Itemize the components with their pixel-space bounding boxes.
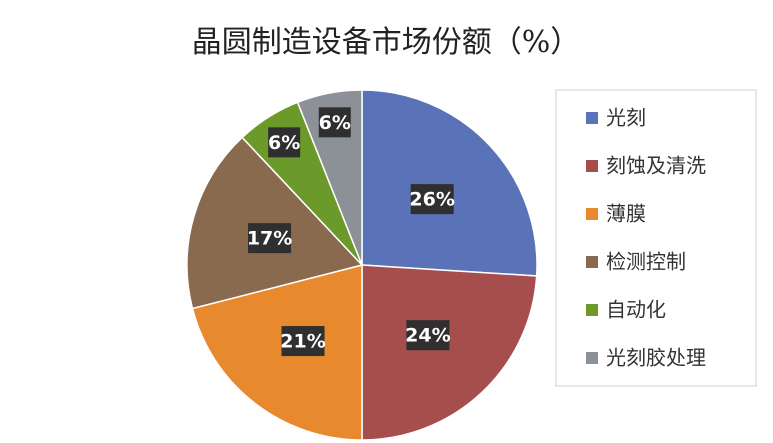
pie-slice [186, 136, 364, 310]
pie-slice [361, 264, 538, 441]
data-label: 6% [319, 112, 351, 134]
pie-slice [361, 89, 538, 277]
data-label: 24% [405, 325, 450, 347]
data-label: 26% [409, 189, 454, 211]
legend-label: 刻蚀及清洗 [606, 154, 706, 178]
legend-swatch [586, 160, 598, 172]
data-label: 6% [268, 132, 300, 154]
legend-label: 光刻 [606, 106, 646, 130]
legend-swatch [586, 112, 598, 124]
data-label: 17% [247, 228, 292, 250]
data-label-bg [281, 326, 325, 357]
legend-label: 薄膜 [606, 202, 646, 226]
data-label-bg [318, 107, 351, 138]
data-label: 21% [280, 331, 325, 353]
legend-label: 光刻胶处理 [606, 346, 706, 370]
chart-title: 晶圆制造设备市场份额（%） [192, 25, 581, 60]
pie-slice [191, 264, 363, 441]
legend-box [555, 89, 757, 387]
data-label-bg [410, 184, 454, 215]
legend-swatch [586, 352, 598, 364]
legend-swatch [586, 304, 598, 316]
legend-label: 检测控制 [606, 250, 686, 274]
legend-label: 自动化 [606, 298, 666, 322]
legend-swatch [586, 208, 598, 220]
data-label-bg [406, 320, 450, 351]
data-label-bg [248, 223, 292, 254]
legend-swatch [586, 256, 598, 268]
data-label-bg [268, 127, 301, 158]
